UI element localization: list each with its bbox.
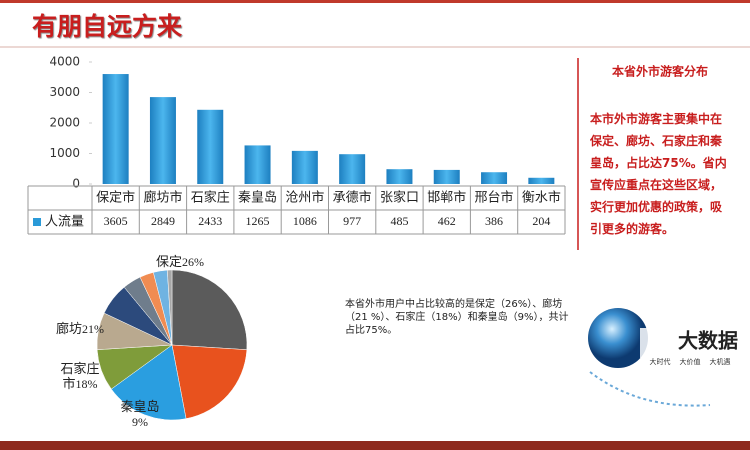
logo-text: 大数据	[678, 329, 738, 353]
legend-swatch	[33, 218, 41, 226]
y-tick-label: 1000	[49, 146, 80, 160]
pie-value: 21%	[82, 322, 104, 336]
panel-heading: 本省外市游客分布	[612, 64, 708, 79]
value-label: 386	[485, 214, 503, 228]
pie-slice	[167, 269, 173, 346]
pie-label: 石家庄市18%	[55, 362, 105, 392]
top-bar	[0, 0, 750, 3]
x-tick-label: 张家口	[380, 190, 419, 206]
value-label: 2433	[198, 214, 222, 228]
logo-swoosh	[589, 371, 711, 407]
value-label: 204	[532, 214, 550, 228]
bar	[291, 150, 318, 184]
y-tick-label: 0	[72, 177, 80, 191]
pie-label: 保定26%	[145, 255, 215, 270]
x-tick-label: 承德市	[333, 190, 372, 206]
pie-category: 石家庄市	[60, 362, 100, 392]
x-tick-label: 秦皇岛	[238, 190, 277, 206]
y-tick-label: 4000	[49, 55, 80, 69]
value-label: 462	[438, 214, 456, 228]
pie-value: 18%	[75, 377, 98, 391]
pie-slice	[110, 344, 187, 421]
note: 本省外市用户中占比较高的是保定（26%）、廊坊（21 %）、石家庄（18%）和秦…	[345, 299, 569, 336]
pie-label: 廊坊21%	[45, 322, 115, 337]
x-tick-label: 廊坊市	[143, 190, 182, 206]
value-label: 485	[390, 214, 408, 228]
pie-slice	[171, 269, 248, 350]
panel-text: 本市外市游客主要集中在保定、廊坊、石家庄和秦皇岛，占比达75%。省内宣传应重点在…	[590, 112, 727, 236]
slide-title: 有朋自远方来	[32, 12, 183, 41]
bar	[244, 145, 271, 184]
logo: 大数据 大时代 大价值 大机遇	[588, 308, 740, 407]
bar	[528, 177, 555, 184]
pie-category: 廊坊	[55, 322, 82, 337]
y-tick-label: 3000	[49, 85, 80, 99]
bar	[386, 169, 413, 184]
bar	[149, 97, 176, 184]
bar	[197, 109, 224, 184]
logo-tag: 大时代	[650, 357, 671, 366]
value-label: 1086	[293, 214, 317, 228]
logo-tag: 大机遇	[710, 357, 731, 366]
bottom-bar	[0, 441, 750, 450]
x-tick-label: 邯郸市	[427, 190, 466, 206]
x-tick-label: 衡水市	[522, 190, 561, 206]
x-tick-label: 沧州市	[285, 190, 324, 206]
value-label: 2849	[151, 214, 175, 228]
pie-slice	[171, 344, 248, 419]
value-label: 1265	[246, 214, 270, 228]
x-tick-label: 石家庄	[191, 190, 230, 206]
pie-category: 秦皇岛	[120, 400, 160, 415]
pie-value: 9%	[132, 415, 148, 429]
value-label: 977	[343, 214, 361, 228]
x-tick-label: 保定市	[96, 190, 135, 206]
value-label: 3605	[104, 214, 128, 228]
bar	[433, 169, 460, 184]
pie-label: 秦皇岛9%	[118, 400, 162, 430]
pie-category: 保定	[155, 255, 182, 270]
bar	[481, 172, 508, 184]
bar	[339, 154, 366, 184]
y-tick-label: 2000	[49, 116, 80, 130]
pie-value: 26%	[182, 255, 204, 269]
globe	[588, 308, 648, 368]
legend-label: 人流量	[45, 215, 84, 230]
logo-box	[640, 328, 740, 358]
bar	[102, 74, 129, 184]
x-tick-label: 邢台市	[475, 190, 514, 206]
logo-tag: 大价值	[680, 357, 701, 366]
